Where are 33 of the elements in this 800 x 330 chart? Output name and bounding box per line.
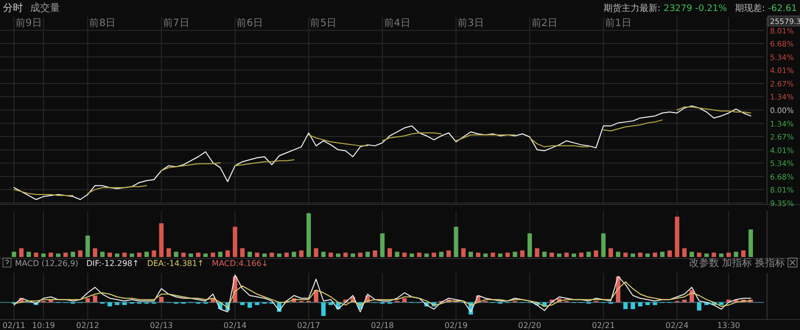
x-tick-label: 前8日: [89, 17, 116, 29]
x-tick-label: 02/11: [2, 321, 26, 330]
text: -62.61: [768, 4, 797, 14]
legend-title: MACD (12,26,9): [15, 259, 78, 268]
x-tick-label: 前9日: [16, 17, 42, 29]
x-tick-label: 02/14: [223, 321, 247, 330]
chart-title: 分时: [3, 2, 23, 14]
x-tick-label: 02/19: [444, 321, 468, 330]
x-tick-label: 前4日: [384, 17, 410, 29]
text: 23279 -0.21%: [664, 4, 728, 14]
x-tick-label: 02/18: [370, 321, 394, 330]
x-tick-label: 10:19: [32, 321, 55, 330]
x-tick-label: 前1日: [604, 17, 632, 29]
chart-subtitle: 成交量: [30, 2, 60, 14]
x-tick-label: 02/21: [592, 321, 615, 330]
x-tick-label: 02/20: [518, 321, 542, 330]
x-tick-label: 前7日: [162, 17, 190, 29]
x-tick-label: 02/12: [76, 321, 100, 330]
x-tick-label: 前6日: [236, 17, 263, 29]
text: 改参数: [689, 257, 719, 269]
x-tick-label: 前5日: [310, 17, 337, 29]
text: 期现差:: [734, 3, 765, 14]
legend: MACD (12,26,9) DIF:-12.298↑ DEA:-14.381↑ MACD:4.166↓: [2, 258, 268, 268]
text: 期货主力最新:: [604, 3, 661, 14]
x-tick-label: 13:30: [717, 321, 740, 330]
text: 加指标: [722, 257, 752, 269]
text: 换指标: [755, 257, 785, 269]
series-label: MACD:4.166↓: [212, 259, 268, 268]
x-tick-label: 02/17: [297, 321, 320, 330]
x-tick-label: 02/13: [150, 321, 173, 330]
x-tick-label: 前2日: [531, 17, 558, 29]
x-tick-label: 前3日: [458, 17, 484, 29]
x-tick-label: 02/24: [666, 321, 689, 330]
